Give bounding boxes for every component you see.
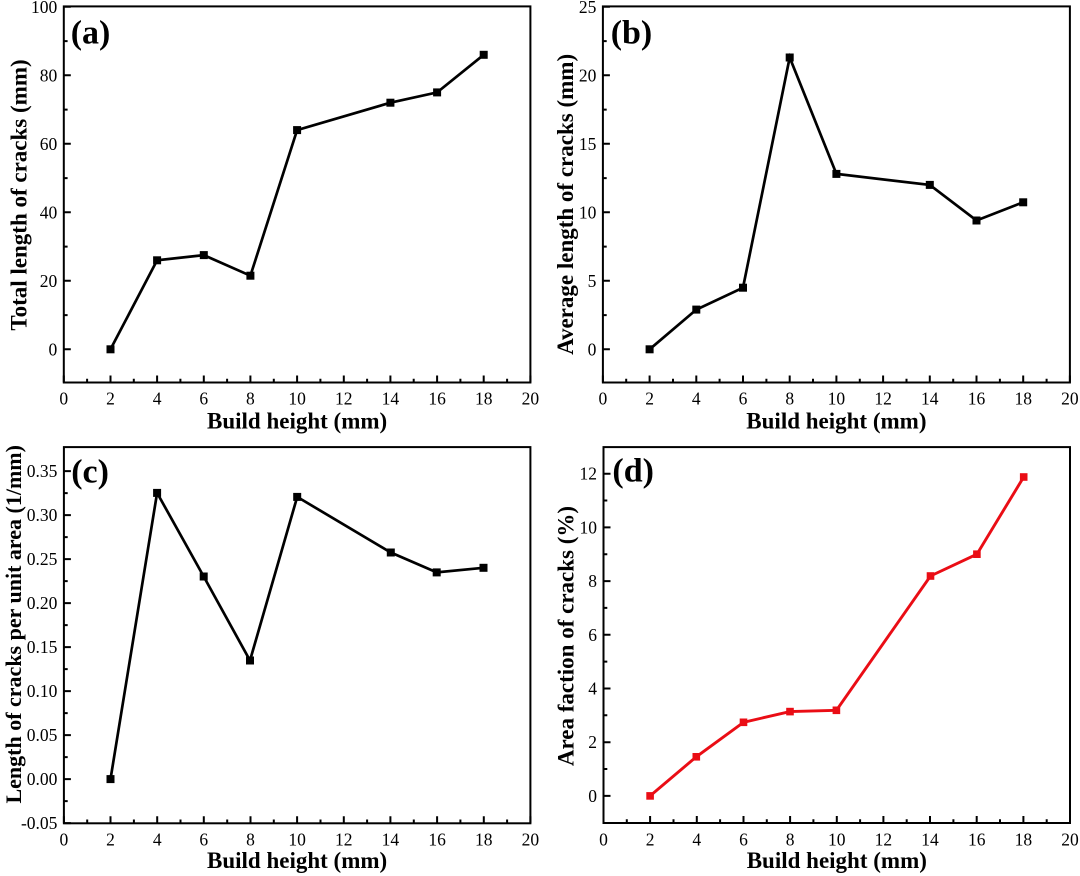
svg-text:4: 4 bbox=[588, 679, 597, 699]
svg-text:0: 0 bbox=[59, 389, 68, 409]
svg-text:100: 100 bbox=[31, 0, 58, 17]
svg-text:25: 25 bbox=[579, 0, 597, 17]
svg-text:2: 2 bbox=[646, 829, 655, 849]
svg-text:6: 6 bbox=[199, 829, 208, 849]
svg-text:0.20: 0.20 bbox=[27, 593, 58, 613]
svg-text:8: 8 bbox=[246, 829, 255, 849]
svg-text:0.10: 0.10 bbox=[27, 681, 58, 701]
svg-text:20: 20 bbox=[522, 389, 540, 409]
svg-text:Build height (mm): Build height (mm) bbox=[746, 408, 926, 433]
svg-text:16: 16 bbox=[428, 829, 446, 849]
svg-text:(b): (b) bbox=[611, 15, 653, 52]
svg-text:Length of cracks per unit area: Length of cracks per unit area (1/mm) bbox=[1, 445, 26, 803]
svg-text:Build height (mm): Build height (mm) bbox=[207, 408, 387, 433]
svg-text:-0.05: -0.05 bbox=[21, 813, 58, 833]
svg-text:2: 2 bbox=[588, 732, 597, 752]
svg-text:2: 2 bbox=[645, 389, 654, 409]
svg-text:Area faction of cracks (%): Area faction of cracks (%) bbox=[553, 506, 578, 766]
svg-text:(d): (d) bbox=[612, 453, 654, 490]
svg-text:0: 0 bbox=[588, 786, 597, 806]
svg-text:8: 8 bbox=[786, 829, 795, 849]
svg-text:Build height (mm): Build height (mm) bbox=[747, 848, 927, 873]
svg-text:6: 6 bbox=[199, 389, 208, 409]
svg-text:0: 0 bbox=[599, 389, 608, 409]
svg-text:8: 8 bbox=[785, 389, 794, 409]
svg-text:40: 40 bbox=[40, 202, 58, 222]
svg-text:14: 14 bbox=[382, 829, 400, 849]
svg-text:4: 4 bbox=[153, 829, 162, 849]
svg-text:4: 4 bbox=[692, 389, 701, 409]
svg-text:10: 10 bbox=[580, 517, 598, 537]
svg-text:6: 6 bbox=[739, 829, 748, 849]
svg-text:12: 12 bbox=[874, 389, 892, 409]
svg-text:14: 14 bbox=[921, 829, 939, 849]
svg-text:16: 16 bbox=[968, 829, 986, 849]
svg-text:12: 12 bbox=[335, 829, 353, 849]
svg-text:(a): (a) bbox=[71, 15, 111, 52]
svg-text:8: 8 bbox=[246, 389, 255, 409]
svg-text:18: 18 bbox=[1014, 389, 1032, 409]
svg-text:5: 5 bbox=[588, 271, 597, 291]
svg-text:0.05: 0.05 bbox=[27, 725, 58, 745]
svg-text:0: 0 bbox=[49, 339, 58, 359]
svg-text:20: 20 bbox=[1061, 829, 1079, 849]
svg-text:20: 20 bbox=[579, 65, 597, 85]
svg-text:0.30: 0.30 bbox=[27, 505, 58, 525]
svg-text:6: 6 bbox=[739, 389, 748, 409]
svg-text:15: 15 bbox=[579, 134, 597, 154]
svg-text:14: 14 bbox=[921, 389, 939, 409]
svg-text:0: 0 bbox=[599, 829, 608, 849]
svg-text:16: 16 bbox=[968, 389, 986, 409]
svg-text:10: 10 bbox=[828, 389, 846, 409]
svg-text:0.15: 0.15 bbox=[27, 637, 58, 657]
svg-text:6: 6 bbox=[588, 625, 597, 645]
svg-text:12: 12 bbox=[875, 829, 893, 849]
svg-text:0: 0 bbox=[588, 339, 597, 359]
svg-text:60: 60 bbox=[40, 134, 58, 154]
svg-text:20: 20 bbox=[1061, 389, 1079, 409]
svg-text:18: 18 bbox=[475, 829, 493, 849]
svg-text:18: 18 bbox=[1015, 829, 1033, 849]
svg-text:4: 4 bbox=[153, 389, 162, 409]
svg-text:0.35: 0.35 bbox=[27, 461, 58, 481]
svg-text:2: 2 bbox=[106, 389, 115, 409]
svg-text:0: 0 bbox=[60, 829, 69, 849]
svg-text:16: 16 bbox=[428, 389, 446, 409]
svg-text:14: 14 bbox=[382, 389, 400, 409]
svg-text:10: 10 bbox=[828, 829, 846, 849]
svg-text:12: 12 bbox=[580, 464, 598, 484]
svg-text:8: 8 bbox=[588, 571, 597, 591]
svg-text:10: 10 bbox=[288, 389, 306, 409]
svg-text:10: 10 bbox=[579, 202, 597, 222]
svg-text:10: 10 bbox=[288, 829, 306, 849]
svg-text:Average length of cracks (mm): Average length of cracks (mm) bbox=[553, 54, 578, 355]
svg-text:20: 20 bbox=[40, 271, 58, 291]
svg-text:Total length of cracks (mm): Total length of cracks (mm) bbox=[6, 59, 31, 330]
svg-text:(c): (c) bbox=[71, 454, 109, 491]
svg-text:0.25: 0.25 bbox=[27, 549, 58, 569]
svg-text:Build height (mm): Build height (mm) bbox=[207, 848, 387, 873]
svg-text:12: 12 bbox=[335, 389, 353, 409]
svg-text:80: 80 bbox=[40, 65, 58, 85]
svg-text:0.00: 0.00 bbox=[27, 769, 58, 789]
svg-text:18: 18 bbox=[475, 389, 493, 409]
svg-text:20: 20 bbox=[522, 829, 540, 849]
svg-text:2: 2 bbox=[106, 829, 115, 849]
svg-text:4: 4 bbox=[692, 829, 701, 849]
